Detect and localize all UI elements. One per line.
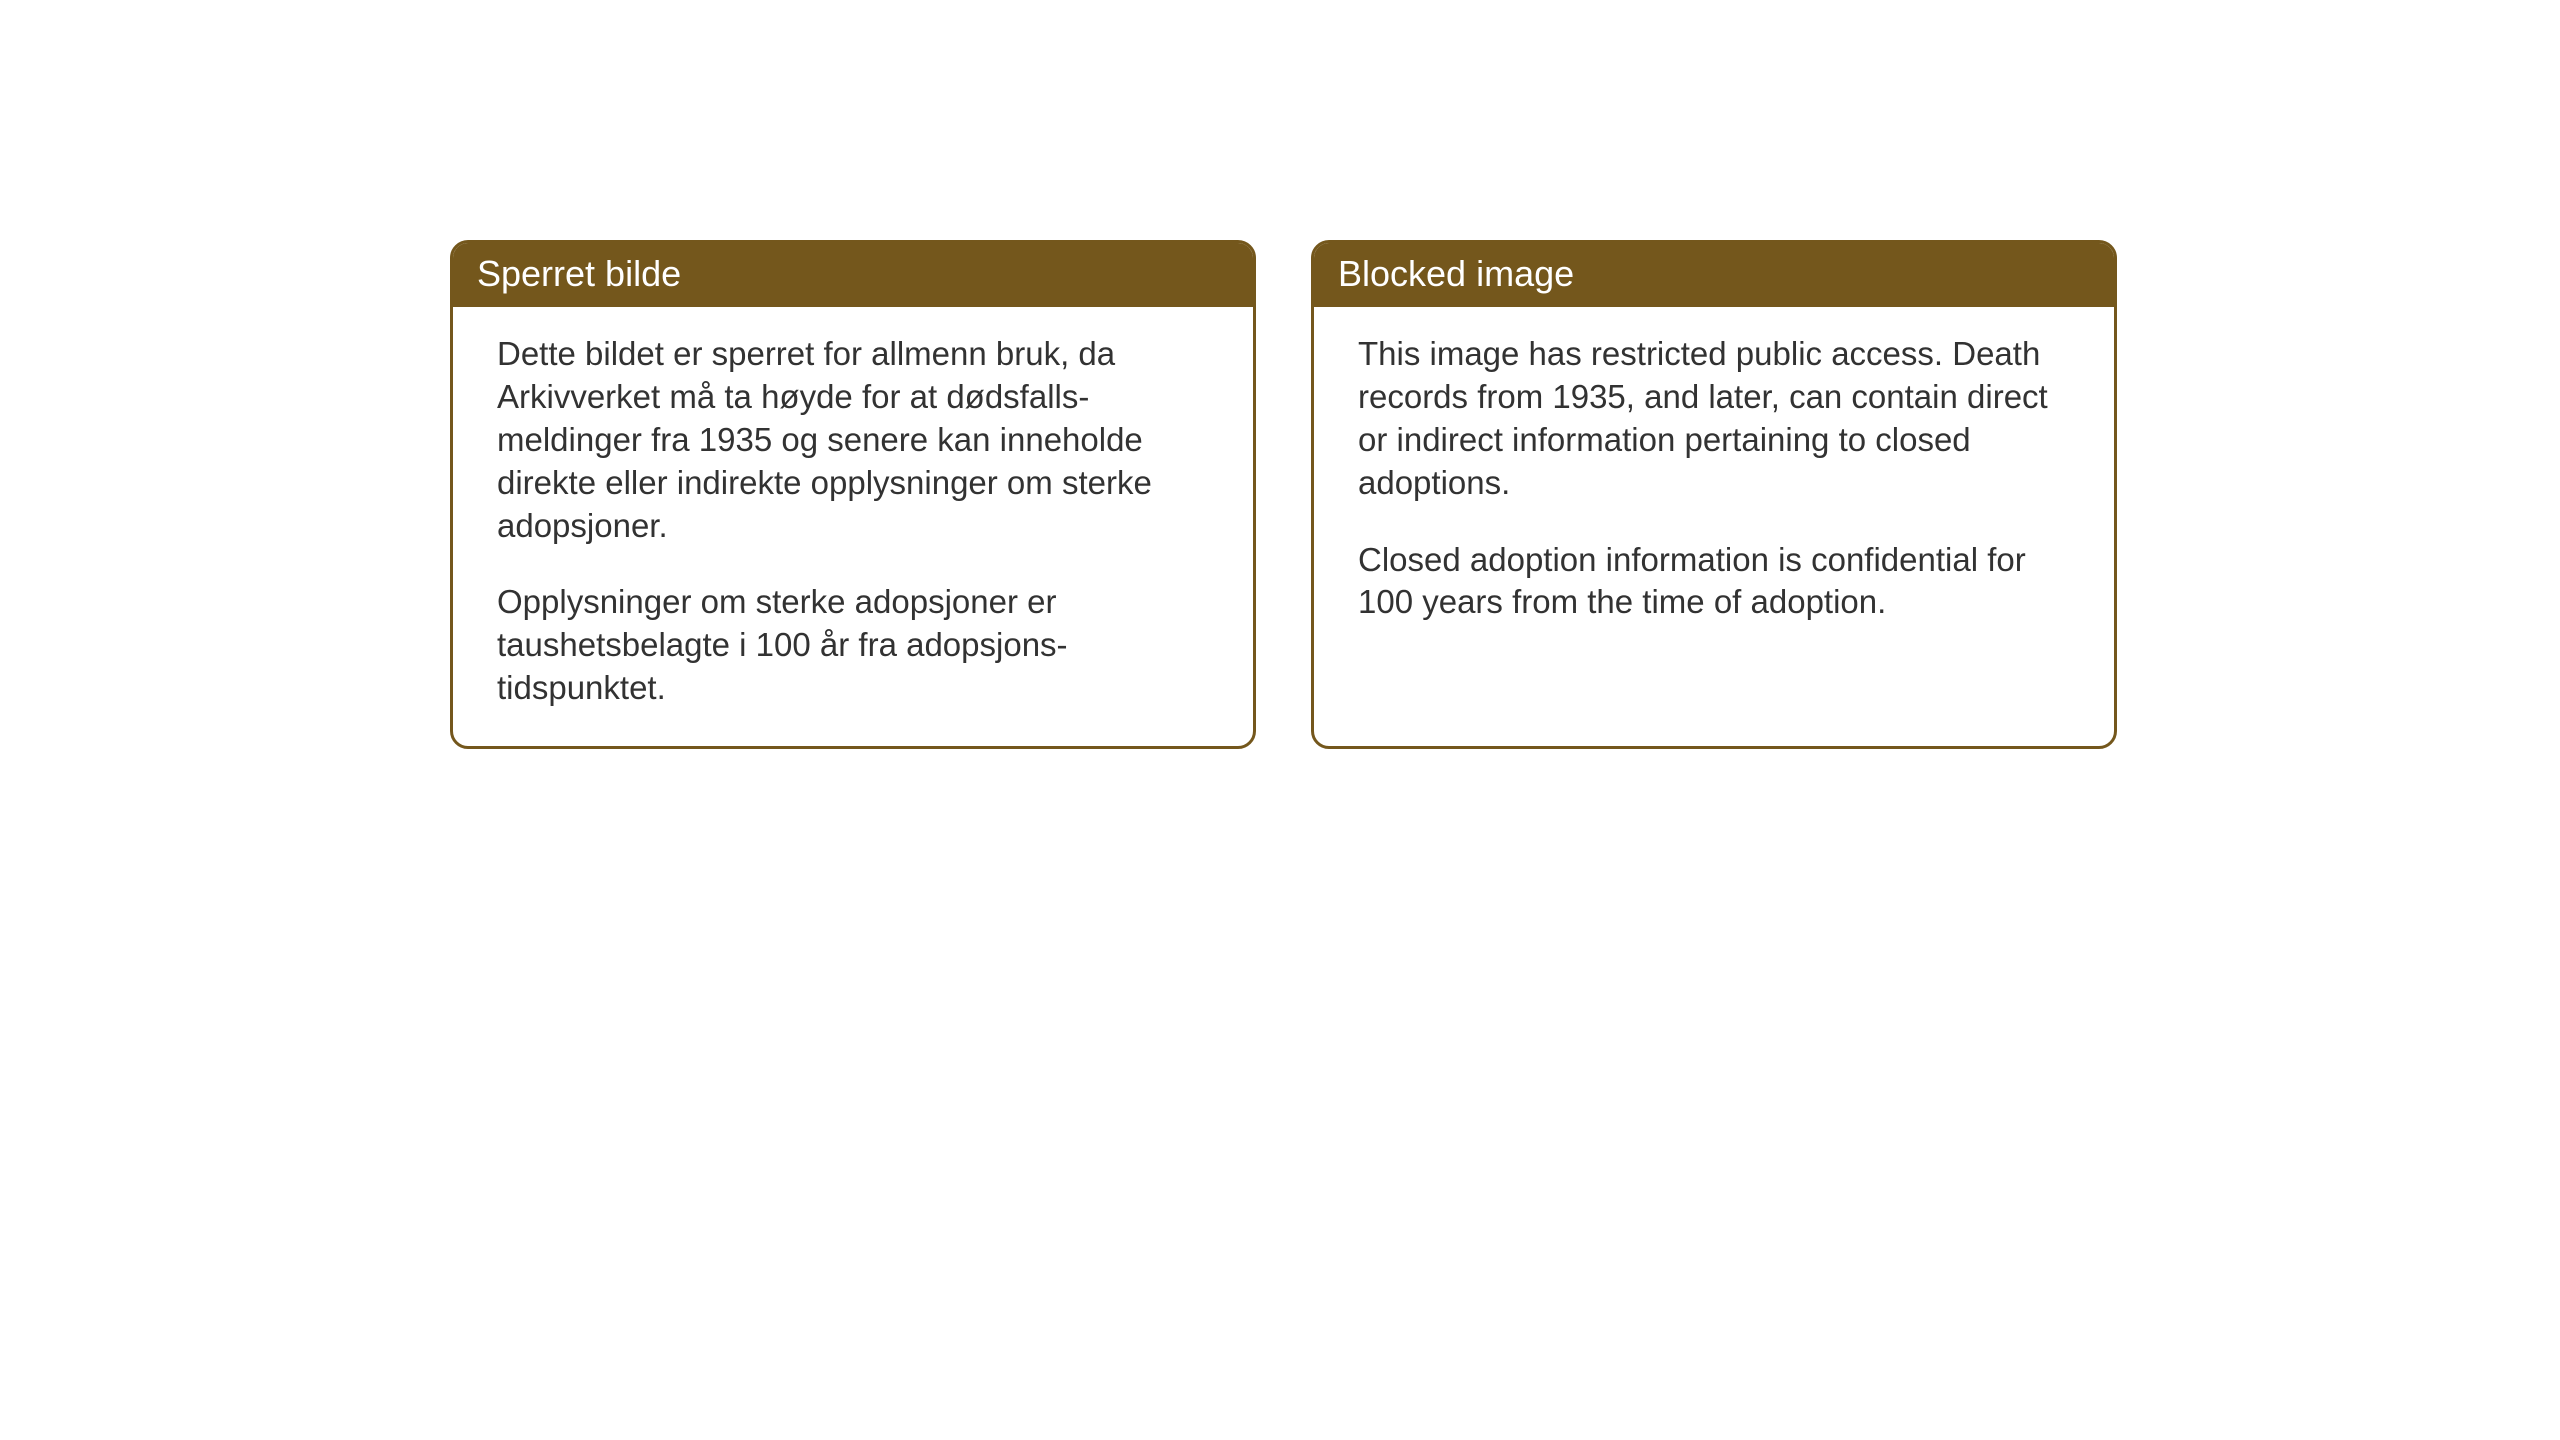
notice-container: Sperret bilde Dette bildet er sperret fo…	[450, 240, 2117, 749]
paragraph-2-english: Closed adoption information is confident…	[1358, 539, 2070, 625]
notice-card-norwegian: Sperret bilde Dette bildet er sperret fo…	[450, 240, 1256, 749]
paragraph-1-english: This image has restricted public access.…	[1358, 333, 2070, 505]
card-title-norwegian: Sperret bilde	[453, 243, 1253, 307]
card-body-english: This image has restricted public access.…	[1314, 307, 2114, 746]
card-title-english: Blocked image	[1314, 243, 2114, 307]
paragraph-2-norwegian: Opplysninger om sterke adopsjoner er tau…	[497, 581, 1209, 710]
paragraph-1-norwegian: Dette bildet er sperret for allmenn bruk…	[497, 333, 1209, 547]
card-body-norwegian: Dette bildet er sperret for allmenn bruk…	[453, 307, 1253, 746]
notice-card-english: Blocked image This image has restricted …	[1311, 240, 2117, 749]
